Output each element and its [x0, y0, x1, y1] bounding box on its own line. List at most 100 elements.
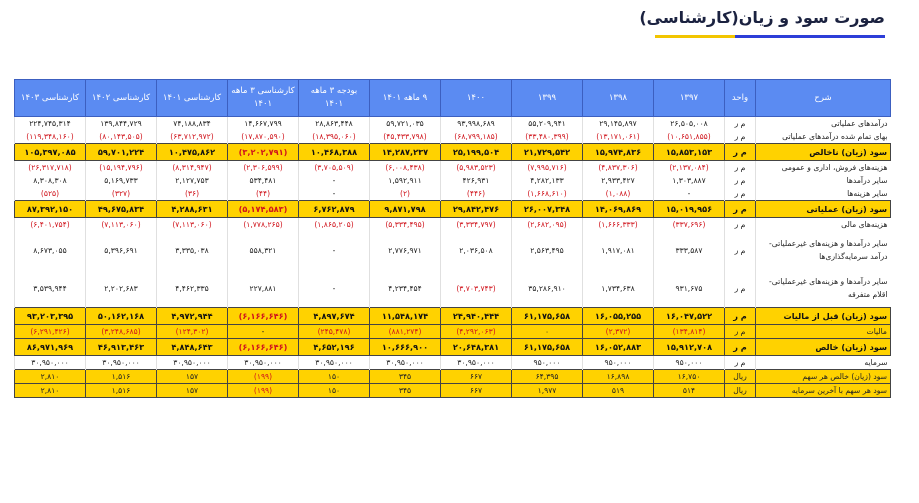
header-col-1400: ۱۴۰۰ [440, 79, 512, 117]
row-label: هزینه‌های فروش، اداری و عمومی [755, 160, 891, 174]
table-cell: ۲۴,۹۴۰,۴۴۴ [440, 307, 512, 325]
table-row: سود (زیان) عملیاتی م ر ۱۵,۰۱۹,۹۵۶ ۱۴,۰۶۹,۸۶… [14, 200, 891, 218]
table-cell: (۳۳۷,۶۹۶) [653, 217, 725, 231]
table-row: سود (زیان) خالص هر سهم ریال ۱۶,۷۵۰ ۱۶,۸۹۸ ۶۴… [14, 369, 891, 384]
row-label: سود (زیان) خالص [755, 338, 891, 356]
table-cell: ۳۰,۹۵۰,۰۰۰ [156, 355, 228, 370]
row-label: سایر درآمدها و هزینه‌های غیرعملیاتی- درآ… [755, 231, 891, 269]
table-cell: ۲۲۴,۷۴۵,۳۱۴ [14, 116, 86, 130]
table-cell: ۴,۲۸۲,۱۳۳ [511, 174, 583, 187]
table-cell: ۲۹,۱۴۵,۸۹۷ [582, 116, 654, 130]
table-cell: ۱۰,۶۶۶,۹۰۰ [369, 338, 441, 356]
table-cell: ۱۵,۹۷۴,۸۳۶ [582, 143, 654, 161]
table-cell: ۱۶,۸۹۸ [582, 369, 654, 384]
table-cell: (۳۶) [156, 187, 228, 201]
table-cell: ۶۶۷ [440, 383, 512, 398]
table-row: بهای تمام شده درآمدهای عملیاتی م ر (۱۰,۶۵۱… [14, 130, 891, 144]
table-cell: (۴۴۶) [440, 187, 512, 201]
table-cell: ۱,۵۱۶ [85, 383, 157, 398]
row-unit: م ر [724, 187, 756, 201]
table-cell: (۵۲۵) [14, 187, 86, 201]
table-cell: ۷۴,۱۸۸,۸۳۴ [156, 116, 228, 130]
table-cell: ۲۱,۷۲۹,۵۴۲ [511, 143, 583, 161]
table-cell: ۲,۵۶۳,۴۹۵ [511, 231, 583, 269]
table-cell: (۵,۳۳۴,۴۹۵) [369, 217, 441, 231]
table-cell: ۲,۸۱۰ [14, 369, 86, 384]
table-cell: ۱۶,۰۵۲,۸۸۳ [582, 338, 654, 356]
table-cell: ۱۶,۰۵۵,۲۵۵ [582, 307, 654, 325]
table-cell: ۶۱,۱۷۵,۶۵۸ [511, 338, 583, 356]
row-unit: م ر [724, 130, 756, 144]
table-cell: (۲,۱۳۷,۰۸۴) [653, 160, 725, 174]
table-cell: ۸,۳۰۸,۳۰۸ [14, 174, 86, 187]
header-description: شرح [755, 79, 891, 117]
table-cell: (۳۳,۴۸۰,۳۹۹) [511, 130, 583, 144]
table-cell: - [227, 324, 299, 339]
table-cell: (۷,۱۱۳,۰۶۰) [85, 217, 157, 231]
table-cell: ۶۱,۱۷۵,۶۵۸ [511, 307, 583, 325]
header-col-1398: ۱۳۹۸ [582, 79, 654, 117]
row-unit: م ر [724, 355, 756, 370]
table-cell: (۱۰,۶۵۱,۸۵۵) [653, 130, 725, 144]
row-label: سود (زیان) ناخالص [755, 143, 891, 161]
table-cell: (۱۲۴,۳۰۲) [156, 324, 228, 339]
table-cell: (۶۸,۷۹۹,۱۸۵) [440, 130, 512, 144]
table-cell: ۱۱,۵۴۸,۱۷۴ [369, 307, 441, 325]
table-cell: ۴,۹۷۲,۹۴۴ [156, 307, 228, 325]
table-cell: ۶,۷۶۲,۸۷۹ [298, 200, 370, 218]
table-cell: (۱۸,۳۹۵,۰۶۰) [298, 130, 370, 144]
row-unit: م ر [724, 143, 756, 161]
table-cell: ۲,۸۱۰ [14, 383, 86, 398]
row-label: سود هر سهم با آخرین سرمایه [755, 383, 891, 398]
row-label: سرمایه [755, 355, 891, 370]
header-col-1399: ۱۳۹۹ [511, 79, 583, 117]
table-cell: - [653, 187, 725, 201]
table-cell: ۱۳۹,۸۴۴,۷۲۹ [85, 116, 157, 130]
table-cell: (۱۳۴,۸۱۴) [653, 324, 725, 339]
table-cell: ۱,۷۳۴,۶۳۸ [582, 269, 654, 308]
row-unit: م ر [724, 160, 756, 174]
header-col-expert-3m-1401: کارشناسی ۳ ماهه ۱۴۰۱ [227, 79, 299, 117]
table-cell: ۵۵,۲۰۹,۹۴۱ [511, 116, 583, 130]
header-col-1397: ۱۳۹۷ [653, 79, 725, 117]
table-cell: (۱۵,۱۹۴,۷۹۶) [85, 160, 157, 174]
table-row: سرمایه م ر ۹۵۰,۰۰۰ ۹۵۰,۰۰۰ ۹۵۰,۰۰۰ ۳۰,۹۵۰,۰۰۰… [14, 355, 891, 370]
header-col-9m-1401: ۹ ماهه ۱۴۰۱ [369, 79, 441, 117]
header-row: شرح واحد ۱۳۹۷ ۱۳۹۸ ۱۳۹۹ ۱۴۰۰ ۹ ماهه ۱۴۰۱… [14, 79, 891, 117]
table-cell: (۳,۷۰۳,۷۴۳) [440, 269, 512, 308]
table-cell: (۴,۲۹۲,۰۶۳) [440, 324, 512, 339]
table-cell: ۱,۳۰۳,۸۸۷ [653, 174, 725, 187]
table-cell: ۲۵,۱۹۹,۵۰۴ [440, 143, 512, 161]
table-cell: - [298, 174, 370, 187]
table-cell: (۲۶,۳۱۷,۷۱۸) [14, 160, 86, 174]
table-cell: ۳۰,۹۵۰,۰۰۰ [227, 355, 299, 370]
table-cell: (۶,۴۰۱,۷۵۴) [14, 217, 86, 231]
table-cell: ۵۹,۷۲۱,۰۳۵ [369, 116, 441, 130]
table-row: مالیات م ر (۱۳۴,۸۱۴) (۲,۳۷۲) ۰ (۴,۲۹۲,۰۶۳) (۸۸… [14, 324, 891, 339]
table-cell: ۳۴۵ [369, 369, 441, 384]
table-cell: ۱۵,۸۵۳,۱۵۳ [653, 143, 725, 161]
table-cell: (۳,۳۳۴,۷۹۷) [440, 217, 512, 231]
table-cell: ۱,۹۱۷,۰۸۱ [582, 231, 654, 269]
table-cell: ۹۵۰,۰۰۰ [511, 355, 583, 370]
table-cell: ۳۴۵ [369, 383, 441, 398]
table-cell: ۳۰,۹۵۰,۰۰۰ [440, 355, 512, 370]
table-cell: ۵۰,۱۶۲,۱۶۸ [85, 307, 157, 325]
row-label: هزینه‌های مالی [755, 217, 891, 231]
table-cell: ۱۵۷ [156, 383, 228, 398]
table-cell: ۱۰,۴۷۵,۸۶۲ [156, 143, 228, 161]
table-cell: ۴,۴۶۲,۳۳۵ [156, 269, 228, 308]
table-cell: ۲,۹۳۳,۴۲۷ [582, 174, 654, 187]
table-cell: ۴۲۶,۹۳۱ [440, 174, 512, 187]
table-cell: ۱۵,۰۱۹,۹۵۶ [653, 200, 725, 218]
table-cell: ۱۴,۲۸۷,۲۳۷ [369, 143, 441, 161]
table-cell: (۷,۹۹۵,۷۱۶) [511, 160, 583, 174]
table-cell: ۴,۸۹۷,۶۷۴ [298, 307, 370, 325]
table-cell: ۱۵۷ [156, 369, 228, 384]
table-cell: (۲۴۵,۴۷۸) [298, 324, 370, 339]
table-cell: (۴۴) [227, 187, 299, 201]
row-unit: م ر [724, 174, 756, 187]
table-cell: (۶۳,۷۱۲,۹۷۲) [156, 130, 228, 144]
table-cell: ۱۵,۹۱۲,۷۰۸ [653, 338, 725, 356]
row-unit: م ر [724, 269, 756, 308]
